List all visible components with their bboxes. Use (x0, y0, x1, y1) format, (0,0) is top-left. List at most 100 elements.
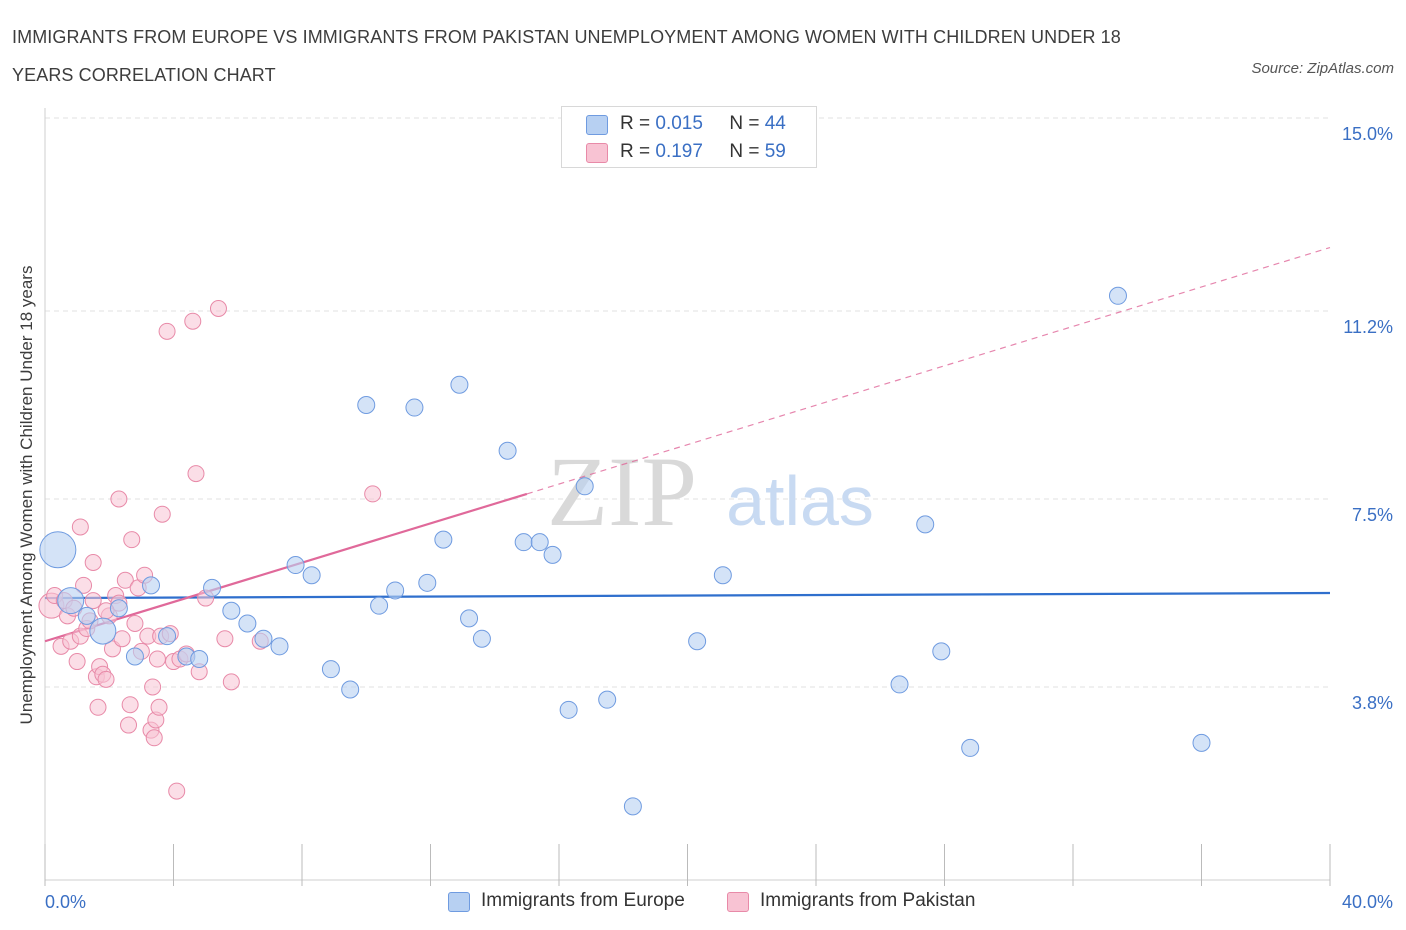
pakistan-point (126, 614, 144, 632)
europe-point (39, 531, 77, 569)
pakistan-point (84, 592, 102, 610)
y-axis-label: Unemployment Among Women with Children U… (17, 266, 36, 725)
europe-point (890, 675, 909, 694)
europe-point (559, 700, 578, 719)
europe-point (530, 533, 549, 552)
y-tick-label: 7.5% (1352, 505, 1393, 525)
europe-point (498, 441, 517, 460)
source-credit: Source: ZipAtlas.com (1251, 60, 1394, 77)
legend-swatch-europe (586, 115, 608, 135)
europe-point (386, 581, 405, 600)
europe-point (89, 617, 117, 645)
watermark-atlas: atlas (726, 462, 874, 540)
europe-point (623, 797, 642, 816)
legend-r-label: R = (620, 141, 651, 162)
europe-point (125, 647, 144, 666)
legend-n-label: N = (729, 141, 760, 162)
pakistan-point (120, 716, 138, 734)
europe-point (321, 660, 340, 679)
europe-point (598, 690, 617, 709)
y-tick-label: 15.0% (1342, 124, 1393, 144)
trend-lines (44, 246, 1331, 643)
legend-europe-n: 44 (764, 113, 786, 134)
pakistan-point (113, 630, 131, 648)
pakistan-trend-extension (526, 246, 1331, 495)
europe-point (142, 576, 161, 595)
europe-point (713, 566, 732, 585)
europe-point (1108, 286, 1127, 305)
europe-point (1192, 733, 1211, 752)
tick-labels: 3.8% 7.5% 11.2% 15.0% 0.0% 40.0% (45, 124, 1393, 912)
grid-lines (45, 117, 1330, 688)
pakistan-point (121, 696, 139, 714)
legend-swatch-pakistan (586, 143, 608, 163)
europe-point (418, 573, 437, 592)
legend-r-label: R = (620, 113, 651, 134)
axes (44, 108, 1331, 886)
watermark-zip: ZIP (547, 436, 697, 547)
europe-point (405, 398, 424, 417)
europe-point (434, 530, 453, 549)
pakistan-point (123, 531, 141, 549)
pakistan-point (75, 576, 93, 594)
pakistan-point (209, 300, 227, 317)
europe-point (472, 629, 491, 648)
pakistan-point (148, 650, 166, 668)
europe-point (961, 738, 980, 757)
europe-point (254, 629, 273, 648)
pakistan-point (184, 312, 202, 330)
europe-point (575, 477, 594, 496)
x-tick-label: 0.0% (45, 892, 86, 912)
europe-point (688, 632, 707, 651)
europe-point (514, 533, 533, 552)
europe-point (450, 375, 469, 394)
legend-pakistan-r: 0.197 (655, 141, 703, 162)
pakistan-points (38, 300, 382, 800)
pakistan-point (97, 670, 115, 688)
europe-point (302, 566, 321, 585)
bottom-legend-label-pakistan: Immigrants from Pakistan (760, 890, 976, 911)
pakistan-point (187, 465, 205, 483)
pakistan-point (216, 630, 234, 648)
legend-europe-r: 0.015 (655, 113, 703, 134)
legend-box: R = 0.015 N = 44 R = 0.197 N = 59 (561, 106, 817, 168)
bottom-legend-swatch-pakistan (727, 892, 749, 912)
watermark: ZIP atlas (547, 436, 874, 547)
europe-point (77, 606, 96, 625)
europe-point (916, 515, 935, 534)
europe-point (270, 637, 289, 656)
europe-point (932, 642, 951, 661)
pakistan-point (110, 490, 128, 508)
europe-point (109, 599, 128, 618)
bottom-legend-swatch-europe (448, 892, 470, 912)
y-tick-label: 3.8% (1352, 693, 1393, 713)
pakistan-point (71, 518, 89, 536)
europe-point (203, 578, 222, 597)
europe-point (357, 396, 376, 415)
europe-point (57, 587, 85, 615)
chart-title: IMMIGRANTS FROM EUROPE VS IMMIGRANTS FRO… (12, 27, 1121, 85)
europe-point (543, 545, 562, 564)
europe-points (39, 286, 1211, 816)
legend-pakistan-n: 59 (764, 141, 786, 162)
pakistan-point (144, 678, 162, 696)
europe-point (190, 650, 209, 669)
europe-point (460, 609, 479, 628)
pakistan-point (150, 698, 168, 716)
pakistan-point (116, 571, 134, 589)
europe-point (286, 556, 305, 575)
pakistan-point (222, 673, 240, 691)
pakistan-trend-line (44, 492, 528, 643)
europe-point (238, 614, 257, 633)
pakistan-point (158, 322, 176, 340)
x-tick-label: 40.0% (1342, 892, 1393, 912)
europe-point (222, 601, 241, 620)
legend-n-label: N = (729, 113, 760, 134)
pakistan-point (145, 729, 163, 747)
y-tick-label: 11.2% (1343, 317, 1393, 337)
pakistan-point (153, 505, 171, 523)
pakistan-point (364, 485, 382, 503)
bottom-legend-label-europe: Immigrants from Europe (481, 890, 685, 911)
europe-point (341, 680, 360, 699)
